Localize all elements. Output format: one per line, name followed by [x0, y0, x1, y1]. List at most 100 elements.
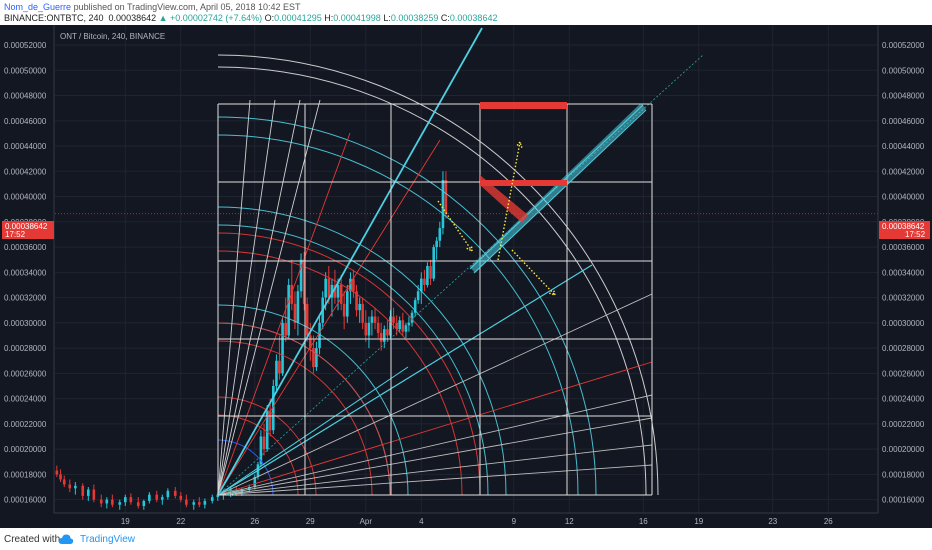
- candle-body: [281, 322, 284, 374]
- red-arc: [217, 322, 391, 496]
- x-tick-label: 4: [419, 517, 424, 526]
- gann-fan-line: [217, 417, 653, 496]
- candle-body: [336, 284, 340, 298]
- time-tick-labels: 19 22 26 29 Apr 4 9 12 16 19 23 26: [121, 517, 833, 526]
- y-tick-label-left: 0.00052000: [4, 41, 47, 50]
- yellow-arrow-up-head: [515, 140, 523, 148]
- candle-body: [376, 322, 380, 333]
- candle-body: [284, 322, 287, 336]
- y-tick-label-left: 0.00048000: [4, 92, 47, 101]
- candle-body: [136, 502, 140, 506]
- gann-fan-line: [217, 132, 351, 496]
- yellow-arrow-down-head: [466, 244, 473, 253]
- trend-channel-and-targets: [437, 102, 647, 297]
- gann-drawings: [217, 27, 704, 496]
- symbol-label: BINANCE:ONTBTC, 240: [4, 13, 104, 23]
- cyan-arc: [217, 134, 579, 496]
- candle-body: [346, 291, 349, 317]
- ohlc-h-value: 0.00041998: [333, 13, 381, 23]
- candle-body: [59, 474, 62, 480]
- gann-fan-line: [217, 99, 276, 496]
- candle-body: [333, 284, 337, 298]
- y-tick-label-left: 0.00016000: [4, 496, 47, 505]
- cyan-arc: [217, 304, 409, 496]
- candle-body: [111, 499, 114, 505]
- candle-body: [358, 303, 361, 311]
- left-price-tag-countdown: 17:52: [5, 230, 26, 239]
- candle-body: [410, 312, 414, 323]
- y-tick-label-left: 0.00032000: [4, 294, 47, 303]
- x-tick-label: 16: [639, 517, 648, 526]
- cyan-fan-line: [217, 264, 593, 496]
- cyan-arc: [217, 206, 507, 496]
- y-tick-label-left: 0.00042000: [4, 167, 47, 176]
- candle-body: [92, 489, 96, 500]
- publish-line: Nom_de_Guerre published on TradingView.c…: [4, 2, 301, 12]
- candle-body: [330, 284, 334, 298]
- y-tick-label-right: 0.00024000: [882, 395, 925, 404]
- ohlc-c-value: 0.00038642: [449, 13, 498, 23]
- candle-body: [253, 476, 257, 488]
- y-tick-label-right: 0.00030000: [882, 319, 925, 328]
- candle-body: [173, 490, 177, 496]
- cyan-fan-line: [217, 366, 409, 496]
- candle-body: [438, 228, 442, 241]
- chart-area[interactable]: ONT / Bitcoin, 240, BINANCE 45° 0.000160…: [0, 25, 932, 528]
- candle-body: [364, 322, 368, 336]
- gann-fan-line: [217, 99, 301, 496]
- y-tick-label-right: 0.00040000: [882, 193, 925, 202]
- x-tick-label: 22: [176, 517, 185, 526]
- candle-body: [386, 329, 389, 336]
- candle-body: [352, 278, 355, 292]
- candle-body: [327, 278, 331, 298]
- axes: 0.00016000 0.00018000 0.00020000 0.00022000…: [0, 25, 932, 528]
- chart-svg[interactable]: ONT / Bitcoin, 240, BINANCE 45° 0.000160…: [0, 25, 932, 528]
- candle-body: [296, 291, 300, 323]
- candle-body: [293, 303, 297, 323]
- candle-body: [392, 316, 395, 323]
- candle-body: [55, 470, 59, 475]
- right-price-axis-bg: [878, 25, 932, 528]
- left-price-tag-bg: [2, 221, 54, 239]
- candle-body: [247, 487, 251, 490]
- y-tick-label-left: 0.00040000: [4, 193, 47, 202]
- yellow-arrow-down-right-head: [549, 289, 557, 297]
- price-change-value: +0.00002742 (+7.64%): [170, 13, 263, 23]
- y-tick-label-right: 0.00044000: [882, 142, 925, 151]
- right-price-tag-value: 0.00038642: [882, 222, 925, 231]
- candle-body: [429, 266, 432, 279]
- candle-body: [68, 484, 72, 489]
- candle-body: [105, 499, 109, 504]
- y-tick-label-left: 0.00026000: [4, 369, 47, 378]
- candle-body: [87, 489, 90, 496]
- candle-body: [192, 502, 196, 505]
- left-tick-labels: 0.00016000 0.00018000 0.00020000 0.00022000…: [4, 41, 47, 505]
- y-tick-label-right: 0.00032000: [882, 294, 925, 303]
- candle-body: [240, 489, 244, 494]
- candle-body: [420, 278, 423, 292]
- candle-body: [259, 436, 263, 465]
- price-change: ▲ +0.00002742 (+7.64%): [158, 13, 263, 23]
- candle-body: [398, 320, 401, 330]
- candle-body: [379, 332, 383, 342]
- x-tick-label: 26: [250, 517, 259, 526]
- tradingview-brand[interactable]: TradingView: [80, 534, 136, 545]
- y-tick-label-left: 0.00044000: [4, 142, 47, 151]
- y-tick-label-left: 0.00024000: [4, 395, 47, 404]
- candle-body: [324, 278, 327, 298]
- gann-fan-line: [217, 99, 251, 496]
- candle-body: [81, 485, 85, 496]
- y-tick-label-right: 0.00020000: [882, 445, 925, 454]
- y-tick-label-right: 0.00052000: [882, 41, 925, 50]
- candle-body: [287, 284, 290, 336]
- gann-fan-line: [217, 139, 441, 496]
- gann-fan-line: [217, 99, 321, 496]
- candle-body: [367, 322, 371, 336]
- ohlc-h-label: H:: [324, 13, 334, 23]
- candle-body: [74, 485, 77, 489]
- y-tick-label-left: 0.00034000: [4, 268, 47, 277]
- candle-body: [416, 291, 420, 301]
- ohlc-o-value: 0.00041295: [274, 13, 322, 23]
- candle-body: [315, 348, 318, 368]
- author-link[interactable]: Nom_de_Guerre: [4, 2, 72, 12]
